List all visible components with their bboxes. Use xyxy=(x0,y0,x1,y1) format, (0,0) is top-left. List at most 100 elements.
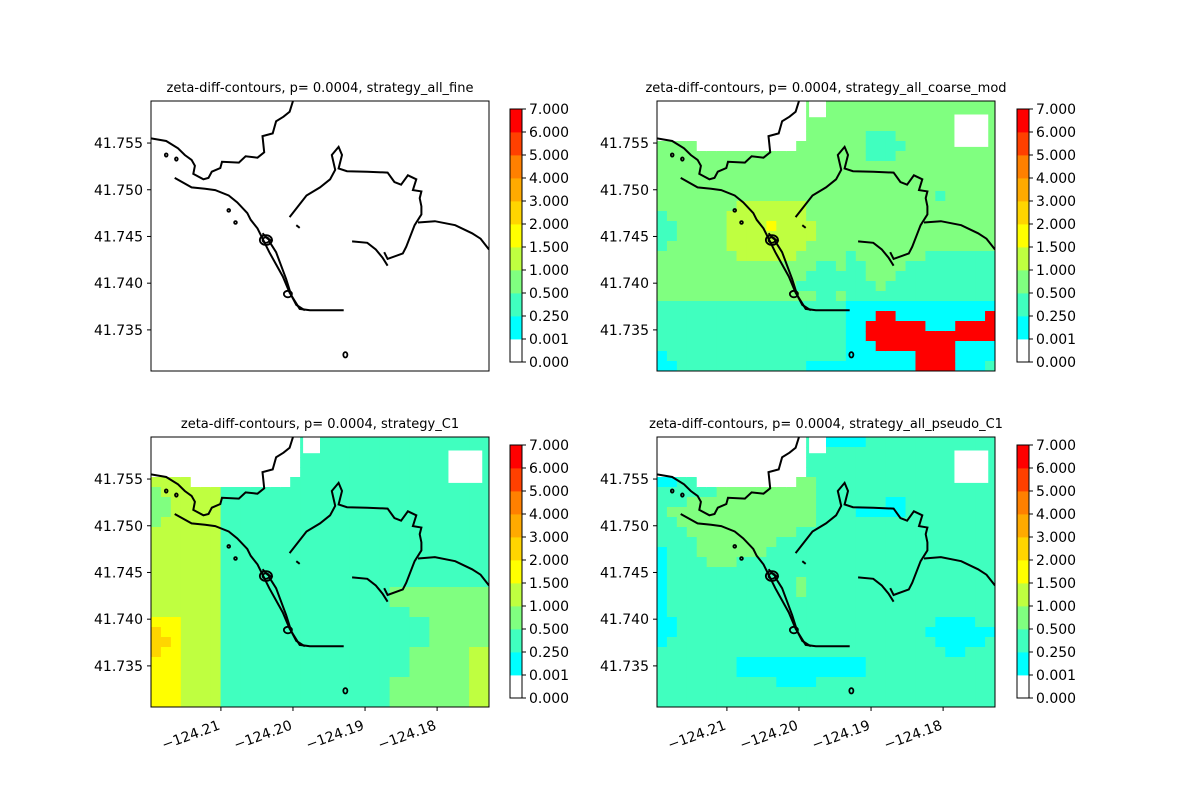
y-tick-label: 41.755 xyxy=(94,136,143,152)
contour-cell xyxy=(855,321,867,332)
contour-cell xyxy=(985,321,995,332)
contour-cell xyxy=(320,547,331,558)
contour-cell xyxy=(786,617,797,628)
contour-cell xyxy=(905,361,917,371)
contour-cell xyxy=(776,607,787,618)
contour-cell xyxy=(746,597,758,608)
contour-cell xyxy=(329,637,341,648)
contour-cell xyxy=(686,241,698,252)
contour-cell xyxy=(200,647,212,658)
contour-cell xyxy=(389,477,401,488)
contour-cell xyxy=(985,467,995,478)
contour-cell xyxy=(250,477,261,488)
contour-cell xyxy=(756,577,767,588)
contour-cell xyxy=(845,477,857,488)
contour-cell xyxy=(160,687,172,698)
contour-cell xyxy=(965,211,976,222)
contour-cell xyxy=(875,281,887,292)
contour-cell xyxy=(935,151,946,162)
contour-cell xyxy=(666,201,678,212)
contour-cell xyxy=(855,517,867,528)
contour-cell xyxy=(736,131,748,142)
contour-cell xyxy=(875,567,887,578)
contour-cell xyxy=(290,597,301,608)
contour-cell xyxy=(449,437,460,448)
contour-cell xyxy=(955,331,966,342)
nodata-patch xyxy=(809,101,826,118)
contour-cell xyxy=(826,351,837,362)
contour-cell xyxy=(260,687,271,698)
contour-cell xyxy=(776,687,787,698)
contour-cell xyxy=(310,547,321,558)
contour-cell xyxy=(975,517,986,528)
contour-cell xyxy=(895,467,907,478)
contour-cell xyxy=(756,507,767,518)
contour-cell xyxy=(766,311,777,322)
contour-cell xyxy=(875,151,887,162)
contour-cell xyxy=(696,101,708,112)
contour-cell xyxy=(816,261,827,272)
contour-cell xyxy=(885,677,897,688)
contour-cell xyxy=(875,231,887,242)
contour-cell xyxy=(875,657,887,668)
contour-cell xyxy=(845,251,857,262)
contour-cell xyxy=(399,507,411,518)
contour-cell xyxy=(975,161,986,172)
contour-cell xyxy=(240,547,252,558)
contour-cell xyxy=(160,477,172,488)
contour-cell xyxy=(220,517,232,528)
contour-cell xyxy=(429,597,440,608)
contour-cell xyxy=(409,677,421,688)
contour-cell xyxy=(666,567,678,578)
contour-cell xyxy=(676,587,688,598)
contour-cell xyxy=(786,221,797,232)
contour-cell xyxy=(756,687,767,698)
contour-cell xyxy=(835,467,847,478)
contour-cell xyxy=(885,457,897,468)
contour-cell xyxy=(170,567,182,578)
contour-cell xyxy=(716,467,728,478)
contour-cell xyxy=(865,517,877,528)
contour-cell xyxy=(369,647,381,658)
contour-cell xyxy=(151,547,162,558)
contour-cell xyxy=(786,527,797,538)
contour-cell xyxy=(220,617,232,628)
contour-cell xyxy=(925,457,936,468)
contour-cell xyxy=(746,261,758,272)
contour-cell xyxy=(895,527,907,538)
contour-cell xyxy=(310,497,321,508)
contour-cell xyxy=(955,507,966,518)
contour-cell xyxy=(220,627,232,638)
contour-cell xyxy=(666,667,678,678)
contour-cell xyxy=(915,261,927,272)
contour-cell xyxy=(925,171,936,182)
contour-cell xyxy=(905,597,917,608)
contour-cell xyxy=(965,437,976,448)
contour-cell xyxy=(666,637,678,648)
contour-cell xyxy=(895,447,907,458)
contour-cell xyxy=(686,361,698,371)
contour-cell xyxy=(905,221,917,232)
contour-cell xyxy=(686,191,698,202)
contour-cell xyxy=(666,261,678,272)
contour-cell xyxy=(736,567,748,578)
contour-cell xyxy=(736,687,748,698)
contour-cell xyxy=(389,567,401,578)
contour-cell xyxy=(657,617,668,628)
contour-cell xyxy=(439,507,450,518)
contour-cell xyxy=(686,141,698,152)
contour-cell xyxy=(985,527,995,538)
contour-cell xyxy=(151,677,162,688)
contour-cell xyxy=(240,617,252,628)
contour-cell xyxy=(756,241,767,252)
contour-cell xyxy=(895,121,907,132)
contour-cell xyxy=(379,467,391,478)
contour-cell xyxy=(985,637,995,648)
contour-cell xyxy=(686,351,698,362)
contour-cell xyxy=(359,647,371,658)
contour-cell xyxy=(806,241,817,252)
contour-cell xyxy=(826,557,837,568)
contour-cell xyxy=(240,477,252,488)
contour-cell xyxy=(210,667,222,678)
contour-cell xyxy=(696,301,708,312)
